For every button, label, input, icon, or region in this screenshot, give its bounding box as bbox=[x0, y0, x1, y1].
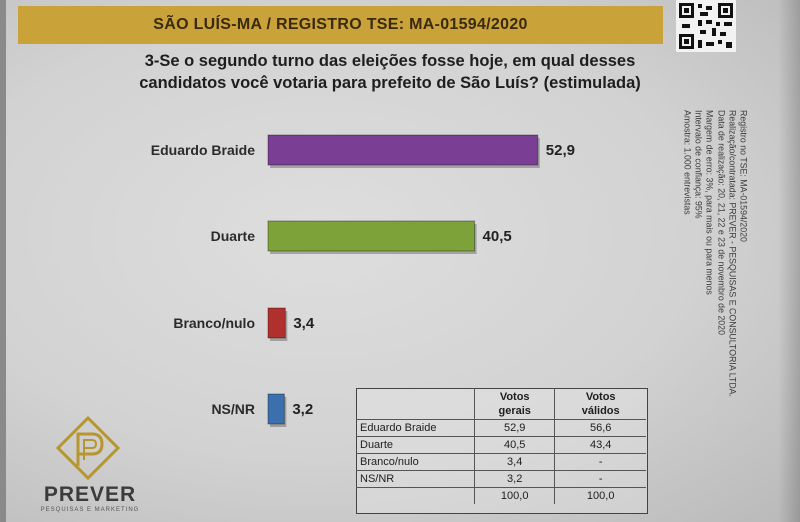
prever-logo-icon bbox=[55, 415, 121, 481]
side-note-line: Realização/contratada: PREVER - PESQUISA… bbox=[727, 110, 738, 397]
table-cell-name: Duarte bbox=[356, 436, 475, 454]
category-label: Branco/nulo bbox=[173, 315, 255, 331]
value-label: 3,4 bbox=[293, 315, 315, 332]
table-cell-name: Branco/nulo bbox=[356, 453, 475, 471]
side-note-line: Amostra: 1.000 entrevistas bbox=[682, 110, 693, 215]
table-cell-name: Eduardo Braide bbox=[356, 419, 475, 437]
category-label: Eduardo Braide bbox=[151, 142, 255, 158]
side-note-line: Data de realização: 20, 21, 22 e 23 de n… bbox=[716, 110, 727, 335]
header-title: SÃO LUÍS-MA / REGISTRO TSE: MA-01594/202… bbox=[153, 16, 528, 33]
table-cell-value: 52,9 bbox=[473, 419, 555, 437]
table-cell-value: 40,5 bbox=[473, 436, 555, 454]
table-header-validos: Votos válidos bbox=[554, 388, 646, 420]
table-cell-value: 100,0 bbox=[473, 487, 555, 504]
side-notes: Registro no TSE: MA-01594/2020 Realização… bbox=[660, 110, 770, 410]
header-banner: SÃO LUÍS-MA / REGISTRO TSE: MA-01594/202… bbox=[18, 6, 663, 44]
side-note-line: Registro no TSE: MA-01594/2020 bbox=[738, 110, 749, 242]
table-header-gerais: Votos gerais bbox=[473, 388, 555, 420]
question-text: 3-Se o segundo turno das eleições fosse … bbox=[90, 50, 690, 94]
bar bbox=[267, 307, 286, 339]
side-notes-text: Registro no TSE: MA-01594/2020 Realização… bbox=[681, 110, 749, 410]
table-cell-value: 56,6 bbox=[554, 419, 646, 437]
table-header-row: Votos gerais Votos válidos bbox=[356, 388, 646, 420]
logo-subtitle: PESQUISAS E MARKETING bbox=[40, 507, 140, 513]
table-cell-name: NS/NR bbox=[356, 470, 475, 488]
table-row: NS/NR 3,2- bbox=[356, 470, 646, 488]
side-note-line: Intervalo de confiança: 95% bbox=[693, 110, 704, 219]
left-edge bbox=[0, 0, 6, 522]
table-row: Eduardo Braide 52,9 56,6 bbox=[356, 419, 646, 437]
bar bbox=[267, 393, 285, 425]
side-note-line: Margem de erro: 3%, para mais ou para me… bbox=[705, 110, 715, 295]
right-shade bbox=[778, 0, 800, 522]
header-validos-line2: válidos bbox=[581, 405, 620, 417]
question-line-2: candidatos você votaria para prefeito de… bbox=[139, 74, 641, 92]
bar bbox=[267, 220, 476, 252]
table-cell-name bbox=[356, 487, 475, 504]
table-header-blank bbox=[356, 388, 475, 420]
logo-name: PREVER bbox=[43, 483, 137, 506]
bar bbox=[267, 134, 539, 166]
results-table: Votos gerais Votos válidos Eduardo Braid… bbox=[356, 388, 646, 504]
category-label: Duarte bbox=[211, 228, 256, 244]
table-cell-value: - bbox=[554, 470, 646, 488]
table-cell-value: 100,0 bbox=[554, 487, 646, 504]
value-label: 3,2 bbox=[292, 401, 313, 418]
value-label: 40,5 bbox=[483, 228, 512, 245]
table-cell-value: 3,2 bbox=[473, 470, 555, 488]
category-label: NS/NR bbox=[211, 401, 255, 417]
table-row: Duarte 40,5 43,4 bbox=[356, 436, 646, 454]
table-cell-value: 3,4 bbox=[473, 453, 555, 471]
table-row: Branco/nulo 3,4- bbox=[356, 453, 646, 471]
header-gerais-line1: Votos bbox=[499, 391, 530, 403]
header-validos-line1: Votos bbox=[585, 391, 616, 403]
table-row: 100,0 100,0 bbox=[356, 487, 646, 504]
header-gerais-line2: gerais bbox=[498, 405, 531, 417]
table-cell-value: 43,4 bbox=[554, 436, 646, 454]
question-line-1: 3-Se o segundo turno das eleições fosse … bbox=[144, 52, 636, 70]
qr-code-icon bbox=[676, 0, 736, 52]
value-label: 52,9 bbox=[546, 142, 575, 159]
table-cell-value: - bbox=[554, 453, 646, 471]
